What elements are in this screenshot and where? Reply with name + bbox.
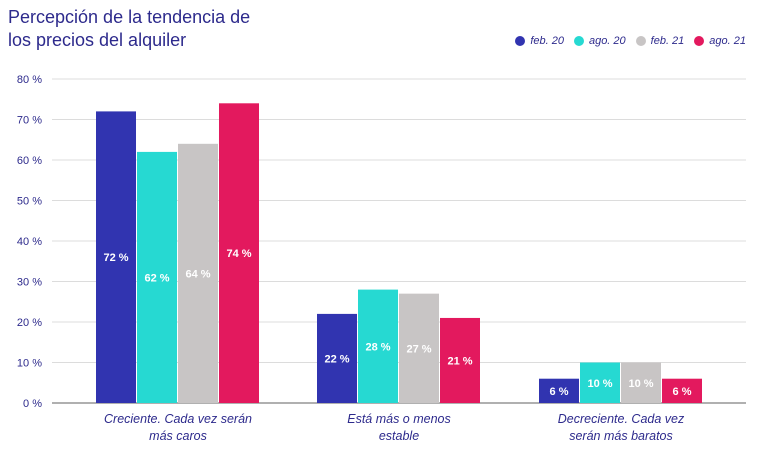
legend-swatch-ago20 — [573, 36, 584, 46]
data-label-2-1: 27 % — [406, 343, 431, 355]
data-label-1-2: 10 % — [587, 378, 612, 390]
bar-1-0 — [137, 151, 177, 403]
legend-item-feb21: feb. 21 — [635, 35, 685, 47]
y-tick-label-70: 70 % — [17, 115, 42, 127]
bar-3-2 — [662, 378, 702, 403]
legend-swatch-feb20 — [515, 36, 526, 46]
category-label-estable: Está más o menos estable — [309, 411, 489, 445]
y-tick-label-20: 20 % — [17, 317, 42, 329]
bar-3-0 — [219, 103, 259, 404]
bar-1-1 — [358, 289, 398, 403]
y-tick-label-50: 50 % — [17, 196, 42, 208]
data-label-0-2: 6 % — [550, 386, 569, 398]
bar-2-0 — [178, 143, 218, 404]
bar-0-2 — [539, 378, 579, 403]
bar-3-1 — [440, 317, 480, 403]
bar-1-2 — [580, 362, 620, 403]
legend-label-ago20: ago. 20 — [588, 35, 626, 47]
y-tick-label-0: 0 % — [23, 398, 42, 410]
data-label-1-0: 62 % — [144, 272, 169, 284]
category-label-decreciente: Decreciente. Cada vez serán más baratos — [531, 411, 711, 445]
y-tick-label-80: 80 % — [17, 74, 42, 86]
data-label-0-1: 22 % — [324, 353, 349, 365]
y-tick-label-60: 60 % — [17, 155, 42, 167]
chart-title: Percepción de la tendencia de los precio… — [8, 6, 308, 52]
legend-label-ago21: ago. 21 — [709, 35, 746, 47]
y-tick-label-10: 10 % — [17, 358, 42, 370]
category-label-creciente: Creciente. Cada vez serán más caros — [88, 411, 268, 445]
legend: feb. 20 ago. 20 feb. 21 ago. 21 — [515, 35, 746, 47]
y-tick-label-40: 40 % — [17, 236, 42, 248]
category-label-decreciente-line-2: serán más baratos — [569, 429, 673, 443]
data-label-2-0: 64 % — [185, 268, 210, 280]
y-tick-label-30: 30 % — [17, 277, 42, 289]
chart-title-line-2: los precios del alquiler — [8, 30, 187, 50]
bar-0-0 — [96, 111, 136, 404]
bar-0-1 — [317, 313, 357, 403]
legend-item-ago21: ago. 21 — [694, 35, 746, 47]
legend-item-feb20: feb. 20 — [515, 35, 564, 47]
bar-2-2 — [621, 362, 661, 403]
legend-swatch-ago21 — [694, 36, 705, 46]
data-label-3-0: 74 % — [226, 248, 251, 260]
legend-item-ago20: ago. 20 — [573, 35, 626, 47]
category-label-estable-line-1: Está más o menos — [347, 412, 451, 426]
category-label-estable-line-2: estable — [378, 429, 420, 443]
data-label-2-2: 10 % — [628, 378, 653, 390]
data-label-3-2: 6 % — [673, 386, 692, 398]
data-label-0-0: 72 % — [103, 252, 128, 264]
data-label-3-1: 21 % — [447, 355, 472, 367]
bar-2-1 — [399, 293, 439, 403]
chart-title-line-1: Percepción de la tendencia de — [8, 7, 251, 27]
category-label-decreciente-line-1: Decreciente. Cada vez — [557, 412, 685, 426]
category-label-creciente-line-1: Creciente. Cada vez serán — [104, 412, 252, 426]
legend-swatch-feb21 — [635, 36, 646, 46]
category-label-creciente-line-2: más caros — [149, 429, 207, 443]
legend-label-feb20: feb. 20 — [530, 35, 564, 47]
legend-label-feb21: feb. 21 — [650, 35, 685, 47]
data-label-1-1: 28 % — [365, 341, 390, 353]
